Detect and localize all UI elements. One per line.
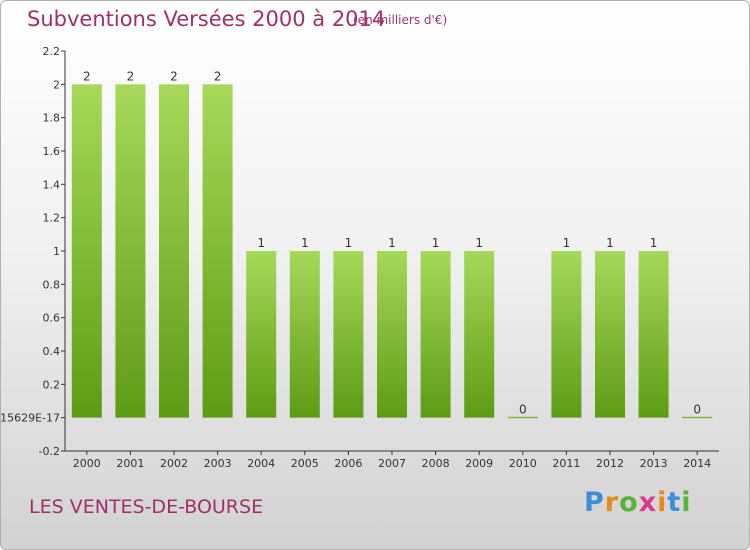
- logo-letter: x: [638, 487, 658, 518]
- y-tick-label: 1.6: [43, 145, 61, 158]
- y-tick-label: -0.2: [39, 445, 60, 458]
- y-tick-label: 0.4: [43, 345, 61, 358]
- y-tick-label: 0.6: [43, 312, 61, 325]
- bar: [464, 251, 495, 418]
- y-tick-label: 2.2: [43, 45, 61, 58]
- chart-bars: [71, 84, 713, 419]
- y-tick-label: 1.4: [43, 178, 61, 191]
- bar-data-label: 1: [606, 236, 614, 250]
- proxiti-logo[interactable]: Proxiti: [584, 487, 692, 518]
- bar: [159, 84, 189, 418]
- bar-data-label: 0: [519, 403, 527, 417]
- x-tick-label: 2006: [334, 457, 362, 470]
- bar-data-label: 1: [301, 236, 309, 250]
- bar: [638, 251, 669, 418]
- bar: [202, 84, 233, 418]
- bar: [246, 251, 277, 418]
- chart-axes: -0.215629E-170.20.40.60.811.21.41.61.822…: [1, 45, 719, 470]
- bar-data-label: 1: [345, 236, 353, 250]
- logo-letter: i: [657, 487, 668, 518]
- logo-letter: i: [681, 487, 692, 518]
- bar: [71, 84, 102, 418]
- x-tick-label: 2012: [596, 457, 624, 470]
- bar: [682, 416, 713, 419]
- x-tick-label: 2013: [640, 457, 668, 470]
- x-tick-label: 2009: [465, 457, 493, 470]
- logo-letter: r: [604, 487, 620, 518]
- bar: [333, 251, 364, 418]
- location-name: LES VENTES-DE-BOURSE: [29, 496, 264, 518]
- logo-letter: P: [584, 487, 605, 518]
- y-tick-label: 1: [53, 245, 60, 258]
- bar-data-label: 1: [257, 236, 265, 250]
- x-tick-label: 2014: [683, 457, 711, 470]
- bar-data-label: 1: [432, 236, 440, 250]
- x-tick-label: 2005: [291, 457, 319, 470]
- bar: [289, 251, 320, 418]
- x-tick-label: 2002: [160, 457, 188, 470]
- bar-data-label: 2: [83, 69, 91, 83]
- y-tick-label: 15629E-17: [1, 412, 60, 425]
- bar: [595, 251, 625, 418]
- x-tick-label: 2008: [422, 457, 450, 470]
- bar-data-label: 1: [650, 236, 658, 250]
- x-tick-label: 2003: [204, 457, 232, 470]
- bar: [507, 416, 538, 419]
- y-tick-label: 0.8: [43, 278, 61, 291]
- x-tick-label: 2011: [552, 457, 580, 470]
- bar-data-label: 2: [127, 69, 135, 83]
- bar-data-label: 0: [693, 403, 701, 417]
- y-tick-label: 0.2: [43, 378, 61, 391]
- bar-data-label: 1: [388, 236, 396, 250]
- chart-data-labels: 2 2 2 2 1 1 1 1 1 1 0 1 1 1 0: [83, 69, 701, 416]
- bar-data-label: 1: [563, 236, 571, 250]
- bar: [115, 84, 146, 418]
- logo-letter: t: [667, 487, 682, 518]
- chart-subtitle: (en milliers d'€): [353, 13, 448, 27]
- bar: [377, 251, 407, 418]
- bar-data-label: 1: [475, 236, 483, 250]
- y-tick-label: 1.2: [43, 212, 61, 225]
- logo-letter: o: [619, 487, 639, 518]
- bar: [551, 251, 582, 418]
- bar: [420, 251, 451, 418]
- bar-data-label: 2: [214, 69, 222, 83]
- x-tick-label: 2000: [73, 457, 101, 470]
- chart-title: Subventions Versées 2000 à 2014: [27, 7, 386, 31]
- x-tick-label: 2001: [116, 457, 144, 470]
- y-tick-label: 2: [53, 78, 60, 91]
- x-tick-label: 2010: [509, 457, 537, 470]
- bar-data-label: 2: [170, 69, 178, 83]
- x-tick-label: 2004: [247, 457, 275, 470]
- x-tick-label: 2007: [378, 457, 406, 470]
- y-tick-label: 1.8: [43, 112, 61, 125]
